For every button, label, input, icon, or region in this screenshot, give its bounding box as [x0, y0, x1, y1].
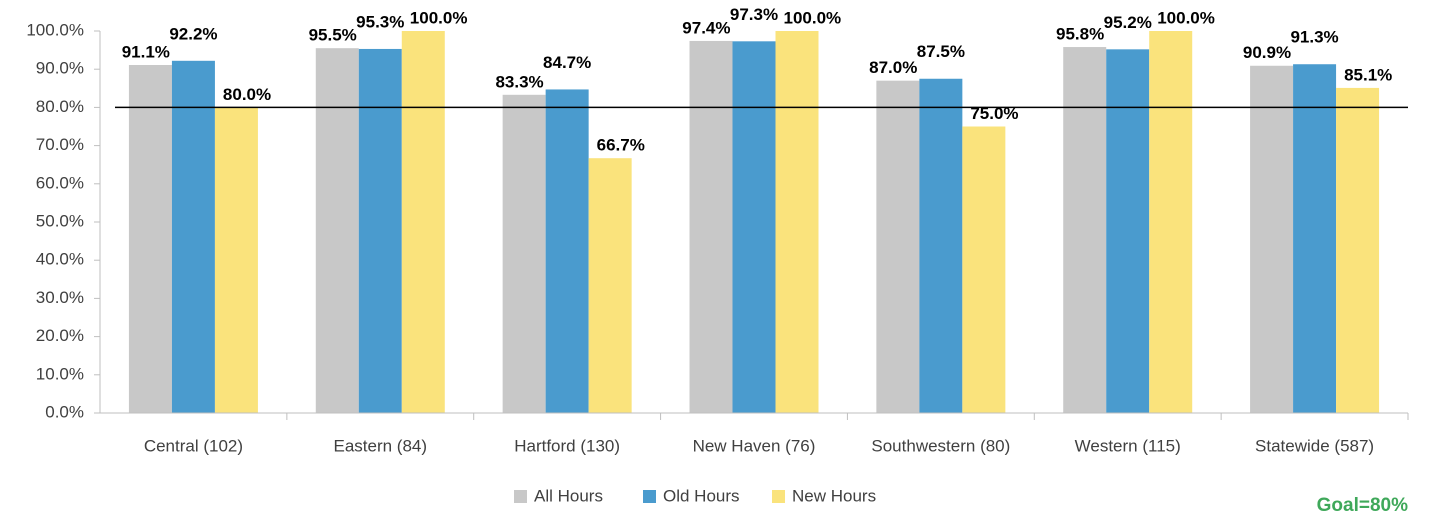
x-tick-label: Western (115) [1075, 436, 1181, 455]
y-tick-label: 60.0% [36, 173, 84, 192]
bar [689, 40, 733, 413]
bar [1063, 47, 1107, 413]
bar [401, 31, 445, 413]
goal-annotation: Goal=80% [1317, 495, 1408, 516]
bar [775, 31, 819, 413]
y-tick-label: 80.0% [36, 97, 84, 116]
data-label: 87.0% [869, 58, 917, 77]
y-tick-label: 10.0% [36, 364, 84, 383]
y-tick-label: 0.0% [45, 402, 84, 421]
x-tick-label: Statewide (587) [1255, 436, 1374, 455]
legend-swatch [514, 490, 527, 503]
y-tick-label: 20.0% [36, 326, 84, 345]
data-label: 95.8% [1056, 25, 1104, 44]
y-tick-label: 70.0% [36, 135, 84, 154]
data-label: 85.1% [1344, 65, 1392, 84]
data-label: 66.7% [597, 136, 645, 155]
x-tick-label: Central (102) [144, 436, 243, 455]
bar [128, 64, 172, 414]
y-tick-label: 100.0% [26, 20, 84, 39]
bar [502, 94, 546, 413]
bar [214, 107, 258, 414]
bar [1250, 65, 1294, 414]
bar [358, 48, 402, 413]
bar [588, 158, 632, 413]
data-label: 90.9% [1243, 43, 1291, 62]
bar [545, 89, 589, 414]
bar [1106, 49, 1150, 413]
data-label: 83.3% [495, 72, 543, 91]
data-label: 97.3% [730, 5, 778, 24]
legend-label: All Hours [534, 486, 603, 505]
bar [1336, 87, 1380, 413]
data-label: 91.1% [122, 42, 170, 61]
bar [876, 80, 920, 413]
data-label: 100.0% [410, 8, 468, 27]
legend-swatch [643, 490, 656, 503]
data-label: 95.2% [1104, 13, 1152, 32]
data-label: 80.0% [223, 85, 271, 104]
bar [732, 41, 776, 414]
data-label: 97.4% [682, 18, 730, 37]
legend-label: New Hours [792, 486, 876, 505]
x-tick-label: Southwestern (80) [871, 436, 1010, 455]
bar [919, 78, 963, 413]
bar [962, 126, 1006, 413]
data-label: 84.7% [543, 53, 591, 72]
y-tick-label: 30.0% [36, 288, 84, 307]
data-label: 91.3% [1290, 28, 1338, 47]
legend-swatch [772, 490, 785, 503]
y-tick-label: 90.0% [36, 59, 84, 78]
x-tick-label: Hartford (130) [514, 436, 620, 455]
data-label: 95.5% [309, 26, 357, 45]
data-label: 100.0% [784, 8, 842, 27]
data-label: 92.2% [169, 24, 217, 43]
data-label: 87.5% [917, 42, 965, 61]
data-label: 75.0% [970, 104, 1018, 123]
bar [1149, 31, 1193, 413]
y-tick-label: 40.0% [36, 250, 84, 269]
x-tick-label: New Haven (76) [693, 436, 816, 455]
data-label: 95.3% [356, 12, 404, 31]
data-label: 100.0% [1157, 8, 1215, 27]
x-tick-label: Eastern (84) [334, 436, 428, 455]
y-tick-label: 50.0% [36, 211, 84, 230]
bar [315, 48, 359, 413]
bar [171, 60, 215, 414]
bar [1293, 64, 1337, 413]
legend-label: Old Hours [663, 486, 740, 505]
